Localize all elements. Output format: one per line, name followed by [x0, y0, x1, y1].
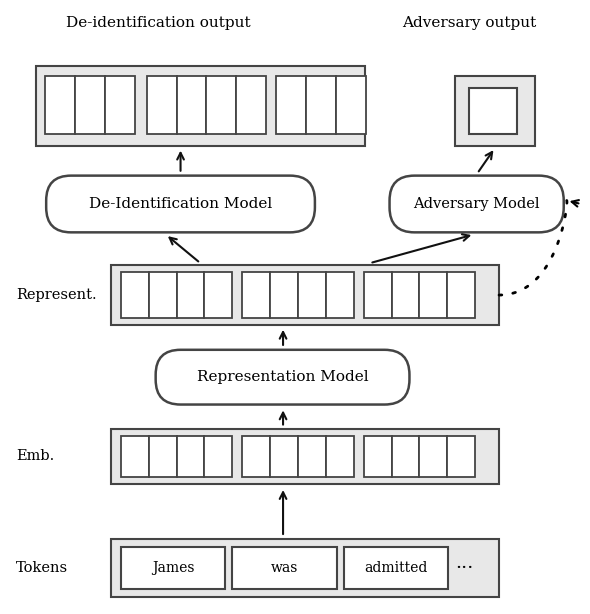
Bar: [336, 76, 366, 134]
Bar: [326, 437, 354, 477]
Bar: [147, 76, 176, 134]
Bar: [326, 272, 354, 318]
Text: Adversary Model: Adversary Model: [414, 197, 540, 211]
Bar: [149, 272, 176, 318]
Text: De-identification output: De-identification output: [66, 17, 251, 30]
Bar: [176, 437, 204, 477]
Bar: [455, 76, 535, 146]
Text: Tokens: Tokens: [17, 561, 68, 575]
Text: ···: ···: [336, 97, 354, 115]
Bar: [242, 437, 270, 477]
Bar: [176, 272, 204, 318]
Bar: [121, 547, 225, 589]
Text: De-Identification Model: De-Identification Model: [89, 197, 272, 211]
Text: James: James: [152, 561, 194, 575]
Text: Representation Model: Representation Model: [196, 370, 368, 384]
Bar: [111, 265, 499, 325]
FancyBboxPatch shape: [156, 350, 409, 405]
Text: Adversary output: Adversary output: [402, 17, 536, 30]
FancyBboxPatch shape: [46, 176, 315, 232]
Bar: [36, 66, 365, 146]
Bar: [105, 76, 135, 134]
Text: ···: ···: [455, 559, 473, 577]
Bar: [276, 76, 306, 134]
Bar: [298, 437, 326, 477]
Bar: [45, 76, 75, 134]
Bar: [392, 272, 419, 318]
Bar: [447, 437, 475, 477]
Bar: [270, 437, 298, 477]
Bar: [392, 437, 419, 477]
Text: admitted: admitted: [365, 561, 428, 575]
Bar: [419, 272, 447, 318]
Bar: [270, 272, 298, 318]
Bar: [204, 272, 232, 318]
Text: ···: ···: [455, 286, 473, 304]
Bar: [111, 429, 499, 484]
Bar: [149, 437, 176, 477]
Text: Represent.: Represent.: [17, 288, 97, 302]
Bar: [298, 272, 326, 318]
Bar: [206, 76, 236, 134]
Bar: [242, 272, 270, 318]
Bar: [236, 76, 266, 134]
Text: Emb.: Emb.: [17, 449, 54, 464]
Bar: [363, 437, 392, 477]
Bar: [75, 76, 105, 134]
Bar: [204, 437, 232, 477]
Bar: [306, 76, 336, 134]
Bar: [121, 272, 149, 318]
FancyBboxPatch shape: [389, 176, 563, 232]
Bar: [344, 547, 448, 589]
Bar: [121, 437, 149, 477]
Text: was: was: [271, 561, 298, 575]
Bar: [363, 272, 392, 318]
Bar: [232, 547, 337, 589]
Text: ···: ···: [455, 447, 473, 465]
Bar: [447, 272, 475, 318]
Bar: [469, 88, 517, 134]
Bar: [176, 76, 206, 134]
Bar: [111, 539, 499, 597]
Bar: [419, 437, 447, 477]
